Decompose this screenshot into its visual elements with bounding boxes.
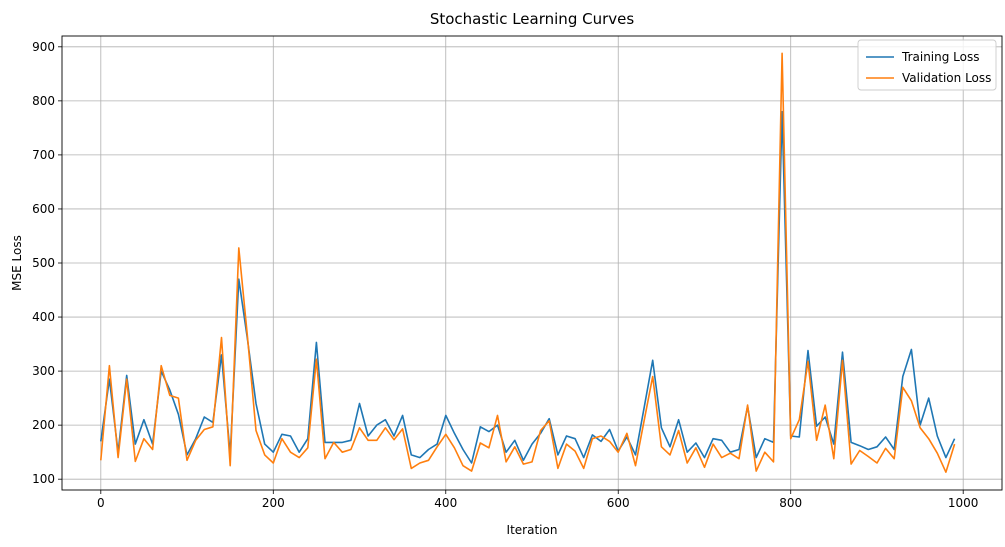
series-line-validation-loss [100,52,956,474]
x-tick-label: 200 [262,496,285,510]
y-tick-label: 100 [32,472,55,486]
y-tick-label: 800 [32,94,55,108]
y-tick-label: 400 [32,310,55,324]
series-lines [100,52,956,474]
y-tick-label: 700 [32,148,55,162]
y-axis-label: MSE Loss [10,235,24,291]
x-tick-label: 400 [434,496,457,510]
x-tick-label: 0 [97,496,105,510]
series-line-training-loss [100,110,956,464]
grid-lines [62,36,1002,490]
y-axis-ticks: 100 200 300 400 500 600 700 800 900 [32,40,62,486]
legend: Training Loss Validation Loss [857,39,997,91]
y-tick-label: 600 [32,202,55,216]
y-tick-label: 300 [32,364,55,378]
y-tick-label: 900 [32,40,55,54]
legend-label: Training Loss [901,50,979,64]
x-axis-label: Iteration [507,523,558,537]
y-tick-label: 200 [32,418,55,432]
x-axis-ticks: 0 200 400 600 800 1000 [97,490,978,510]
x-tick-label: 800 [779,496,802,510]
legend-label: Validation Loss [902,71,991,85]
chart-title: Stochastic Learning Curves [430,10,635,28]
x-tick-label: 600 [607,496,630,510]
x-tick-label: 1000 [948,496,979,510]
y-tick-label: 500 [32,256,55,270]
